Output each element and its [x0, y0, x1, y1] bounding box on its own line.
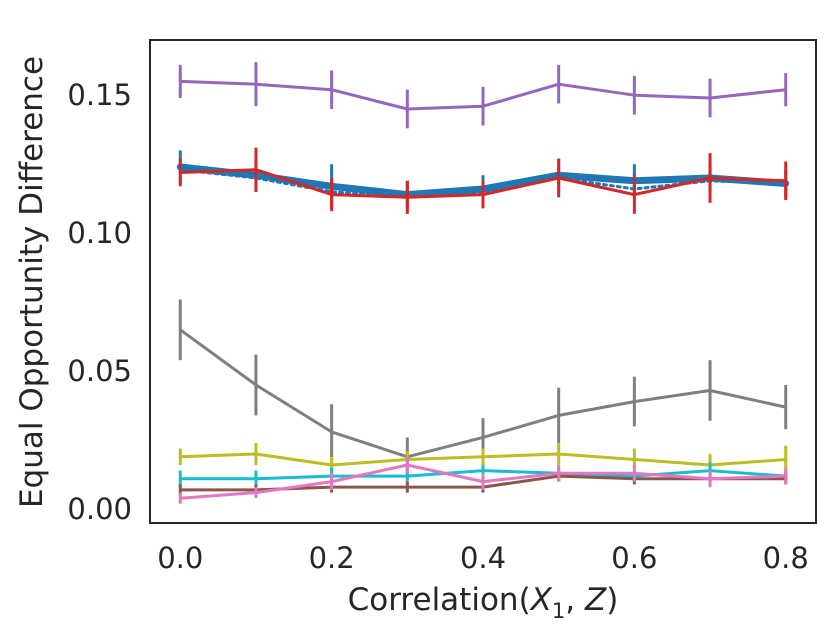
x-tick-label: 0.6: [611, 541, 657, 575]
y-axis-ticks: 0.00 0.05 0.10 0.15: [67, 78, 132, 526]
series-pink: [178, 456, 788, 504]
plot-frame: [149, 39, 817, 524]
x-tick-label: 0.0: [157, 541, 203, 575]
y-tick-label: 0.05: [67, 354, 132, 388]
y-tick-label: 0.00: [67, 492, 132, 526]
y-axis-label: Equal Opportunity Difference: [14, 56, 50, 508]
series-gray: [178, 299, 788, 477]
x-tick-label: 0.4: [460, 541, 506, 575]
x-axis-ticks: 0.0 0.2 0.4 0.6 0.8: [157, 541, 809, 575]
x-tick-label: 0.8: [763, 541, 809, 575]
x-axis-label: Correlation(X1, Z): [348, 582, 619, 623]
series-layer: [176, 62, 790, 504]
y-tick-label: 0.10: [67, 216, 132, 250]
series-red: [178, 147, 788, 214]
x-tick-label: 0.2: [309, 541, 355, 575]
y-tick-label: 0.15: [67, 78, 132, 112]
series-purple: [178, 62, 788, 129]
